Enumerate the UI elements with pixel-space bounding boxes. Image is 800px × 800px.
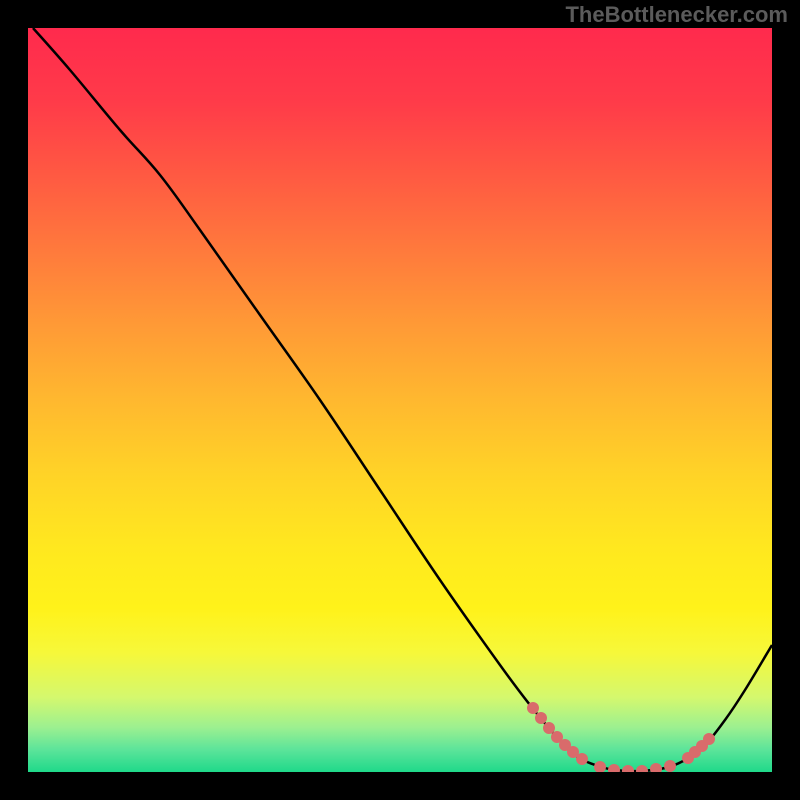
valley-marker [527, 702, 539, 714]
valley-marker [594, 761, 606, 773]
valley-marker [535, 712, 547, 724]
valley-marker [543, 722, 555, 734]
valley-marker [576, 753, 588, 765]
chart-svg [0, 0, 800, 800]
valley-marker [664, 760, 676, 772]
chart-frame: TheBottlenecker.com [0, 0, 800, 800]
watermark-text: TheBottlenecker.com [565, 2, 788, 28]
valley-marker [703, 733, 715, 745]
gradient-background [28, 28, 772, 772]
